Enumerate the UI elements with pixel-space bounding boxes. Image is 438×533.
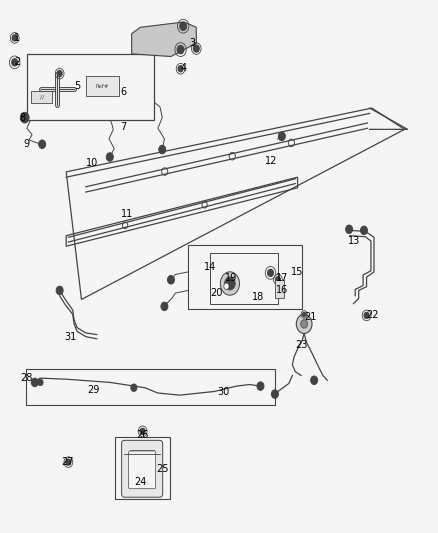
Text: 26: 26	[136, 430, 149, 440]
Circle shape	[193, 45, 199, 52]
Circle shape	[159, 146, 166, 154]
Text: 28: 28	[20, 373, 32, 383]
Text: 24: 24	[134, 477, 147, 487]
Circle shape	[140, 428, 145, 434]
Text: 25: 25	[156, 464, 169, 473]
Circle shape	[180, 22, 187, 30]
Circle shape	[311, 376, 318, 384]
Circle shape	[57, 70, 62, 77]
Circle shape	[20, 112, 29, 123]
Circle shape	[56, 286, 63, 295]
Circle shape	[220, 272, 240, 295]
Text: Ref#: Ref#	[95, 84, 109, 89]
Text: 23: 23	[295, 340, 307, 350]
Text: 6: 6	[120, 87, 126, 97]
Text: //: //	[39, 94, 44, 100]
Text: 17: 17	[276, 273, 289, 283]
Text: 15: 15	[291, 267, 304, 277]
Text: 27: 27	[61, 457, 73, 467]
Text: 1: 1	[14, 33, 20, 43]
Circle shape	[272, 390, 279, 398]
Text: 11: 11	[121, 209, 134, 220]
FancyBboxPatch shape	[115, 437, 170, 499]
Circle shape	[360, 226, 367, 235]
Polygon shape	[132, 22, 196, 56]
Circle shape	[131, 384, 137, 391]
FancyBboxPatch shape	[210, 253, 278, 304]
FancyBboxPatch shape	[122, 440, 162, 497]
FancyBboxPatch shape	[188, 245, 302, 309]
Circle shape	[257, 382, 264, 390]
Text: 19: 19	[225, 273, 237, 283]
Circle shape	[31, 378, 38, 386]
Text: 12: 12	[265, 156, 278, 166]
Text: 18: 18	[252, 292, 265, 302]
Circle shape	[177, 45, 184, 54]
Text: 5: 5	[74, 81, 80, 91]
Circle shape	[12, 59, 18, 66]
FancyBboxPatch shape	[275, 280, 284, 298]
FancyBboxPatch shape	[27, 54, 153, 120]
Text: 9: 9	[24, 139, 30, 149]
Circle shape	[279, 132, 286, 141]
Text: 22: 22	[367, 310, 379, 320]
Text: 2: 2	[14, 57, 21, 67]
Circle shape	[276, 277, 281, 283]
Circle shape	[167, 276, 174, 284]
Circle shape	[12, 35, 17, 41]
Text: 10: 10	[86, 158, 99, 168]
Circle shape	[364, 312, 369, 319]
Text: 21: 21	[304, 312, 317, 322]
Circle shape	[38, 379, 43, 385]
Text: 29: 29	[88, 385, 100, 395]
Circle shape	[268, 269, 274, 277]
Circle shape	[66, 459, 71, 465]
Text: 4: 4	[181, 63, 187, 73]
Circle shape	[302, 312, 306, 317]
Text: 16: 16	[276, 286, 289, 295]
Text: 3: 3	[190, 38, 196, 48]
Circle shape	[106, 153, 113, 161]
FancyBboxPatch shape	[31, 91, 52, 103]
Text: 20: 20	[211, 288, 223, 298]
Text: 31: 31	[64, 332, 77, 342]
Circle shape	[224, 283, 229, 289]
Circle shape	[225, 277, 235, 290]
FancyBboxPatch shape	[129, 451, 155, 489]
Text: 14: 14	[204, 262, 216, 271]
Circle shape	[39, 140, 46, 149]
Circle shape	[296, 314, 312, 334]
Text: 8: 8	[19, 112, 25, 123]
FancyBboxPatch shape	[86, 76, 119, 96]
Text: 7: 7	[120, 122, 126, 132]
Circle shape	[300, 320, 307, 328]
Circle shape	[178, 66, 183, 72]
FancyBboxPatch shape	[26, 368, 275, 405]
Text: 13: 13	[348, 236, 360, 246]
Circle shape	[346, 225, 353, 233]
Text: 30: 30	[217, 387, 230, 398]
Circle shape	[161, 302, 168, 311]
